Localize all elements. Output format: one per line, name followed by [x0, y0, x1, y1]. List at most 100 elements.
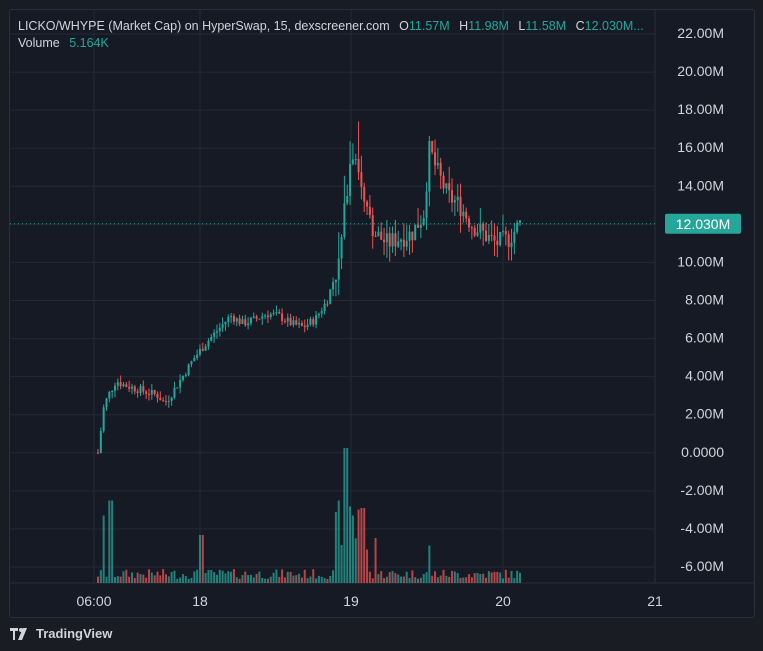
volume-bar [238, 578, 241, 583]
candle-body [113, 385, 116, 391]
volume-bar [221, 570, 224, 583]
volume-bar [105, 576, 108, 583]
candle-body [309, 319, 312, 325]
candle-body [173, 387, 176, 398]
volume-bar [422, 574, 425, 583]
candle-body [261, 316, 264, 319]
volume-bar [218, 569, 221, 583]
volume-bar [167, 576, 170, 583]
volume-bar [162, 569, 165, 583]
candle-body [329, 289, 332, 304]
candle-body [295, 320, 298, 325]
candle-body [283, 320, 286, 322]
candle-body [445, 183, 448, 189]
volume-bar [164, 574, 167, 583]
candle-body [136, 391, 139, 394]
volume-bar [479, 573, 482, 583]
candle-body [360, 172, 363, 188]
candle-body [453, 200, 456, 203]
y-tick-label: 10.00M [677, 253, 724, 269]
candle-body [431, 141, 434, 153]
volume-bar [275, 569, 278, 583]
candle-body [241, 319, 244, 324]
candle-body [332, 282, 335, 290]
candle-body [442, 175, 445, 189]
volume-bar [363, 508, 366, 583]
volume-bar [519, 572, 521, 583]
volume-bar [278, 576, 281, 583]
volume-bar [133, 578, 136, 583]
volume-bar [513, 578, 516, 583]
y-tick-label: 20.00M [677, 63, 724, 79]
last-price-badge [665, 213, 741, 234]
candle-body [272, 312, 275, 315]
y-tick-label: 0.0000 [681, 444, 724, 460]
chart-frame[interactable]: 22.00M20.00M18.00M16.00M14.00M12.00M10.0… [9, 9, 755, 618]
volume-bar [187, 578, 190, 583]
volume-bar [332, 570, 335, 583]
candle-body [232, 316, 235, 322]
volume-bar [366, 549, 369, 583]
volume-bar [380, 571, 383, 583]
volume-bar [468, 574, 471, 583]
tradingview-brand: TradingView [36, 626, 113, 641]
volume-bar [465, 577, 468, 583]
volume-bar [428, 545, 431, 583]
candle-body [377, 231, 380, 237]
candle-body [292, 320, 295, 326]
volume-bar [201, 535, 204, 583]
volume-bar [122, 571, 125, 583]
x-tick-label: 06:00 [76, 593, 111, 609]
volume-bar [357, 509, 360, 583]
volume-bar [281, 569, 284, 583]
legend-volume-label: Volume [18, 36, 60, 50]
candle-body [451, 190, 454, 203]
candle-body [417, 224, 420, 228]
candle-body [269, 314, 272, 318]
candle-body [516, 222, 519, 232]
volume-bar [249, 574, 252, 583]
volume-bar [473, 573, 476, 583]
legend-open-label: O [399, 19, 409, 33]
candle-body [108, 392, 111, 399]
candle-body [184, 375, 187, 377]
volume-bar [482, 573, 485, 583]
candle-body [419, 224, 422, 228]
volume-bar [111, 500, 114, 583]
candle-body [366, 201, 369, 207]
candle-body [468, 218, 471, 228]
volume-bar [504, 569, 507, 583]
volume-bar [371, 578, 374, 583]
candle-body [201, 348, 204, 351]
volume-bar [116, 576, 119, 583]
legend-volume-value: 5.164K [69, 36, 109, 50]
tradingview-footer[interactable]: TradingView [10, 626, 112, 641]
volume-bar [224, 573, 227, 583]
candle-body [170, 397, 173, 401]
candle-body [402, 239, 405, 247]
x-tick-label: 20 [495, 593, 511, 609]
candle-body [459, 196, 462, 217]
candle-body [255, 316, 258, 319]
legend-close-label: C [575, 19, 585, 33]
volume-bar [388, 572, 391, 583]
volume-bar [295, 575, 298, 583]
candle-body [300, 323, 303, 326]
volume-bar [97, 576, 99, 583]
volume-bar [476, 572, 479, 583]
volume-bar [516, 570, 519, 583]
volume-bar [170, 572, 173, 583]
y-tick-label: 2.00M [685, 406, 724, 422]
candle-body [513, 231, 516, 243]
volume-bar [247, 575, 250, 583]
candlestick-chart[interactable]: 22.00M20.00M18.00M16.00M14.00M12.00M10.0… [10, 10, 754, 617]
legend-high-label: H [459, 19, 469, 33]
candle-body [317, 313, 320, 316]
candle-body [448, 183, 451, 191]
volume-bar [289, 571, 292, 583]
candle-body [408, 231, 411, 241]
volume-bar [255, 573, 258, 583]
candle-body [275, 312, 278, 314]
candle-body [303, 325, 306, 328]
candle-body [198, 348, 201, 355]
